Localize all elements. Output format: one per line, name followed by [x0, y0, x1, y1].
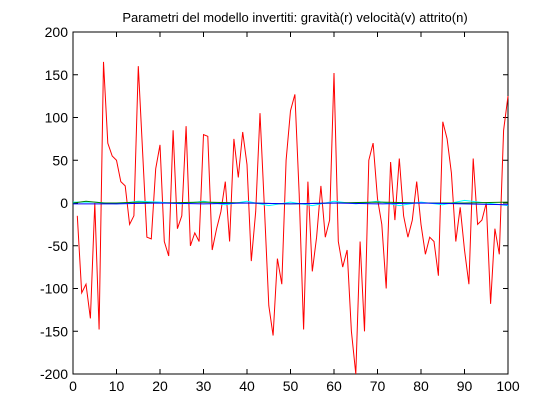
y-tick-label: 150	[45, 67, 69, 83]
chart-title: Parametri del modello invertiti: gravità…	[122, 10, 467, 25]
y-tick-label: -200	[40, 366, 68, 382]
y-tick-label: -150	[40, 323, 68, 339]
series-line-1	[73, 199, 509, 207]
x-tick-label: 10	[109, 378, 125, 394]
x-tick-label: 30	[196, 378, 212, 394]
y-tick-label: 0	[60, 195, 68, 211]
x-tick-label: 20	[152, 378, 168, 394]
x-tick-label: 70	[370, 378, 386, 394]
y-tick-label: -50	[48, 238, 68, 254]
y-tick-label: -100	[40, 281, 68, 297]
series-layer	[72, 61, 509, 375]
x-tick-label: 60	[326, 378, 342, 394]
axis-ticks: 0 10 20 30 40 50 60 70 80 90 100 200 150 100 50 0 -50 -10…	[40, 24, 520, 394]
y-tick-label: 50	[52, 152, 68, 168]
series-line-0	[76, 61, 509, 375]
x-tick-label: 80	[413, 378, 429, 394]
x-tick-label: 90	[457, 378, 473, 394]
x-tick-label: 40	[239, 378, 255, 394]
x-tick-label: 100	[496, 378, 520, 394]
y-tick-label: 200	[45, 24, 69, 40]
x-tick-label: 50	[283, 378, 299, 394]
series-line-3	[73, 202, 509, 206]
y-tick-label: 100	[45, 110, 69, 126]
x-tick-label: 0	[69, 378, 77, 394]
series-line-2	[72, 200, 509, 205]
